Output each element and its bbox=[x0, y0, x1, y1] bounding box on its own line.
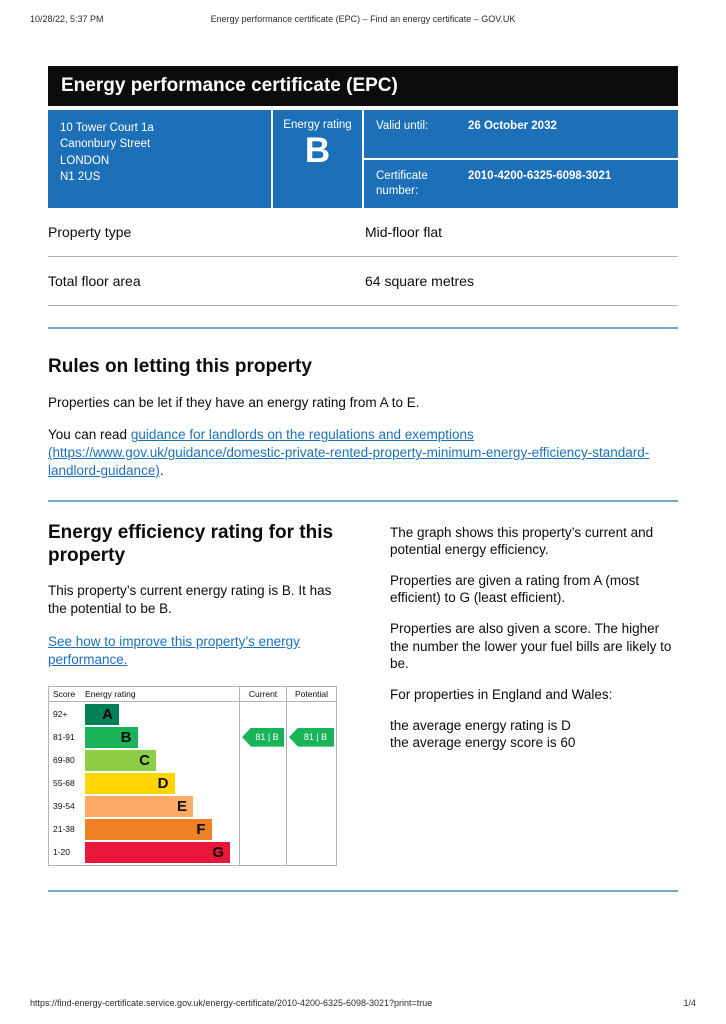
improve-link-paragraph: See how to improve this property’s energ… bbox=[48, 633, 350, 669]
epc-band-bar: C bbox=[85, 749, 156, 771]
address-line: 10 Tower Court 1a bbox=[60, 122, 154, 134]
certificate-title: Energy performance certificate (EPC) bbox=[61, 75, 398, 96]
rules-intro-paragraph: Properties can be let if they have an en… bbox=[48, 394, 420, 410]
epc-band-row: 21-38 F bbox=[49, 818, 239, 841]
average-values: the average energy rating is D the averag… bbox=[390, 717, 678, 751]
property-detail-value: Mid-floor flat bbox=[365, 223, 443, 240]
address-line: N1 2US bbox=[60, 170, 101, 183]
print-timestamp: 10/28/22, 5:37 PM bbox=[30, 14, 104, 24]
rules-heading: Rules on letting this property bbox=[48, 355, 312, 377]
valid-until-value: 26 October 2032 bbox=[468, 120, 557, 132]
read-suffix: . bbox=[159, 462, 164, 478]
certificate-summary-panel: 10 Tower Court 1a Canonbury Street LONDON N… bbox=[48, 110, 678, 208]
epc-band-bar: B bbox=[85, 726, 138, 748]
epc-band-letter: B bbox=[120, 728, 132, 746]
chart-explanation: The graph shows this property’s current … bbox=[390, 522, 678, 866]
epc-band-bar: D bbox=[85, 772, 175, 794]
certificate-number-row: Certificate number: 2010-4200-6325-6098-… bbox=[364, 159, 678, 208]
improve-performance-link[interactable]: See how to improve this property’s energ… bbox=[48, 634, 300, 667]
property-detail-row: Property type Mid-floor flat bbox=[48, 208, 678, 257]
certificate-number-label: Certificate number: bbox=[376, 169, 428, 197]
property-detail-value: 64 square metres bbox=[365, 272, 474, 289]
print-page-indicator: 1/4 bbox=[683, 998, 696, 1008]
chart-current-col: Current 81 | B bbox=[239, 686, 286, 865]
landlord-guidance-link[interactable]: guidance for landlords on the regulation… bbox=[48, 427, 650, 478]
epc-band-bar: G bbox=[85, 841, 230, 863]
chart-header: Score Energy rating bbox=[49, 687, 239, 702]
current-rating-paragraph: This property’s current energy rating is… bbox=[48, 583, 332, 617]
section-divider bbox=[48, 499, 678, 502]
valid-until-row: Valid until: 26 October 2032 bbox=[364, 110, 678, 158]
epc-band-row: 69-80 C bbox=[49, 749, 239, 772]
epc-band-letter: D bbox=[157, 774, 169, 792]
current-column-header: Current bbox=[240, 687, 286, 702]
rules-read-paragraph: You can read guidance for landlords on t… bbox=[48, 426, 678, 479]
print-url: https://find-energy-certificate.service.… bbox=[30, 998, 433, 1008]
print-title: Energy performance certificate (EPC) – F… bbox=[210, 14, 516, 24]
certificate-number-value: 2010-4200-6325-6098-3021 bbox=[468, 169, 612, 182]
property-detail-row: Total floor area 64 square metres bbox=[48, 257, 678, 306]
section-divider bbox=[48, 326, 678, 329]
address-line: Canonbury Street bbox=[60, 138, 151, 151]
epc-band-letter: F bbox=[196, 820, 206, 838]
valid-until-label: Valid until: bbox=[376, 120, 429, 132]
property-detail-label: Total floor area bbox=[48, 272, 141, 289]
epc-band-score: 21-38 bbox=[53, 824, 75, 835]
epc-band-row: 55-68 D bbox=[49, 772, 239, 795]
address-line: LONDON bbox=[60, 154, 110, 167]
property-detail-label: Property type bbox=[48, 223, 132, 240]
certificate-banner: Energy performance certificate (EPC) bbox=[48, 66, 678, 106]
chart-potential-col: Potential 81 | B bbox=[286, 686, 336, 865]
energy-rating-value: B bbox=[304, 131, 331, 170]
property-details: Property type Mid-floor flat Total floor a… bbox=[48, 208, 678, 306]
property-address: 10 Tower Court 1a Canonbury Street LONDON N… bbox=[48, 110, 271, 208]
energy-rating-label: Energy rating bbox=[283, 119, 352, 131]
potential-column-header: Potential bbox=[287, 687, 336, 702]
epc-band-bar: A bbox=[85, 703, 119, 725]
epc-band-score: 39-54 bbox=[53, 801, 75, 812]
epc-band-row: 81-91 B bbox=[49, 726, 239, 749]
epc-band-letter: E bbox=[176, 797, 187, 815]
epc-band-score: 1-20 bbox=[53, 847, 71, 858]
read-prefix: You can read bbox=[48, 427, 131, 443]
score-column-header: Score bbox=[53, 688, 76, 699]
efficiency-heading: Energy efficiency rating for this proper… bbox=[48, 521, 334, 566]
average-line: the average energy rating is D bbox=[390, 717, 571, 733]
epc-band-letter: C bbox=[139, 751, 150, 769]
print-footer: https://find-energy-certificate.service.… bbox=[30, 998, 696, 1008]
rating-column-header: Energy rating bbox=[85, 688, 136, 699]
certificate-content: Energy performance certificate (EPC) 10 … bbox=[48, 66, 678, 892]
epc-band-letter: G bbox=[212, 843, 224, 861]
epc-band-score: 92+ bbox=[53, 709, 68, 720]
epc-band-letter: A bbox=[102, 705, 113, 723]
epc-band-bar: E bbox=[85, 795, 193, 817]
epc-band-score: 81-91 bbox=[53, 732, 75, 743]
explanation-paragraph: Properties are also given a score. The h… bbox=[390, 621, 672, 671]
average-line: the average energy score is 60 bbox=[390, 735, 576, 751]
potential-rating-arrow: 81 | B bbox=[289, 727, 334, 747]
epc-band-row: 1-20 G bbox=[49, 841, 239, 864]
epc-band-score: 69-80 bbox=[53, 755, 75, 766]
epc-band-bar: F bbox=[85, 818, 212, 840]
current-rating-arrow: 81 | B bbox=[242, 727, 284, 747]
validity-box: Valid until: 26 October 2032 Certificate… bbox=[364, 110, 678, 208]
chart-band-area: Score Energy rating 92+ A 81-91 B 69-80 C 55-6… bbox=[49, 687, 239, 865]
chart-rows: 92+ A 81-91 B 69-80 C 55-68 D 39-54 E 21-38 F 1-20 G bbox=[49, 702, 239, 865]
energy-rating-box: Energy rating B bbox=[273, 110, 362, 208]
explanation-paragraph: For properties in England and Wales: bbox=[390, 686, 613, 702]
efficiency-left-column: Energy efficiency rating for this proper… bbox=[48, 522, 378, 866]
epc-band-score: 55-68 bbox=[53, 778, 75, 789]
epc-band-row: 92+ A bbox=[49, 703, 239, 726]
section-divider bbox=[48, 889, 678, 892]
efficiency-section: Energy efficiency rating for this proper… bbox=[48, 522, 678, 866]
explanation-paragraph: Properties are given a rating from A (mo… bbox=[390, 573, 640, 606]
epc-band-row: 39-54 E bbox=[49, 795, 239, 818]
explanation-paragraph: The graph shows this property’s current … bbox=[390, 524, 654, 557]
print-header: 10/28/22, 5:37 PM Energy performance cer… bbox=[30, 14, 696, 24]
epc-rating-chart: Score Energy rating 92+ A 81-91 B 69-80 C 55-6… bbox=[48, 685, 337, 866]
